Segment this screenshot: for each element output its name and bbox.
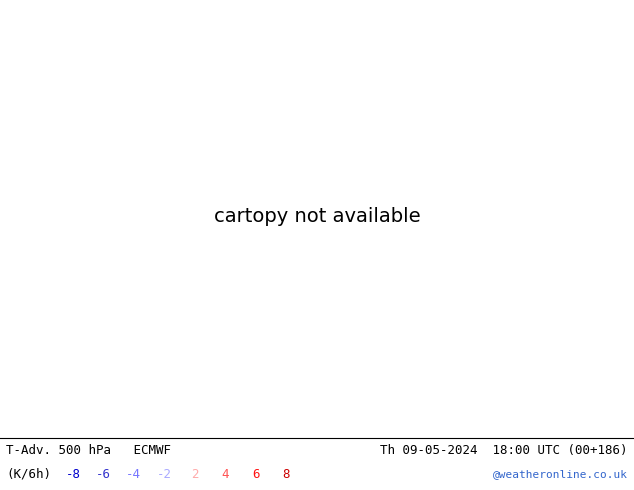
Text: -2: -2 <box>157 468 172 481</box>
Text: -6: -6 <box>96 468 111 481</box>
Text: 4: 4 <box>221 468 229 481</box>
Text: @weatheronline.co.uk: @weatheronline.co.uk <box>493 469 628 479</box>
Text: 8: 8 <box>282 468 290 481</box>
Text: Th 09-05-2024  18:00 UTC (00+186): Th 09-05-2024 18:00 UTC (00+186) <box>380 444 628 457</box>
Text: 2: 2 <box>191 468 198 481</box>
Text: T-Adv. 500 hPa   ECMWF: T-Adv. 500 hPa ECMWF <box>6 444 171 457</box>
Text: cartopy not available: cartopy not available <box>214 207 420 226</box>
Text: 6: 6 <box>252 468 259 481</box>
Text: -4: -4 <box>126 468 141 481</box>
Text: -8: -8 <box>65 468 81 481</box>
Text: (K/6h): (K/6h) <box>6 468 51 481</box>
